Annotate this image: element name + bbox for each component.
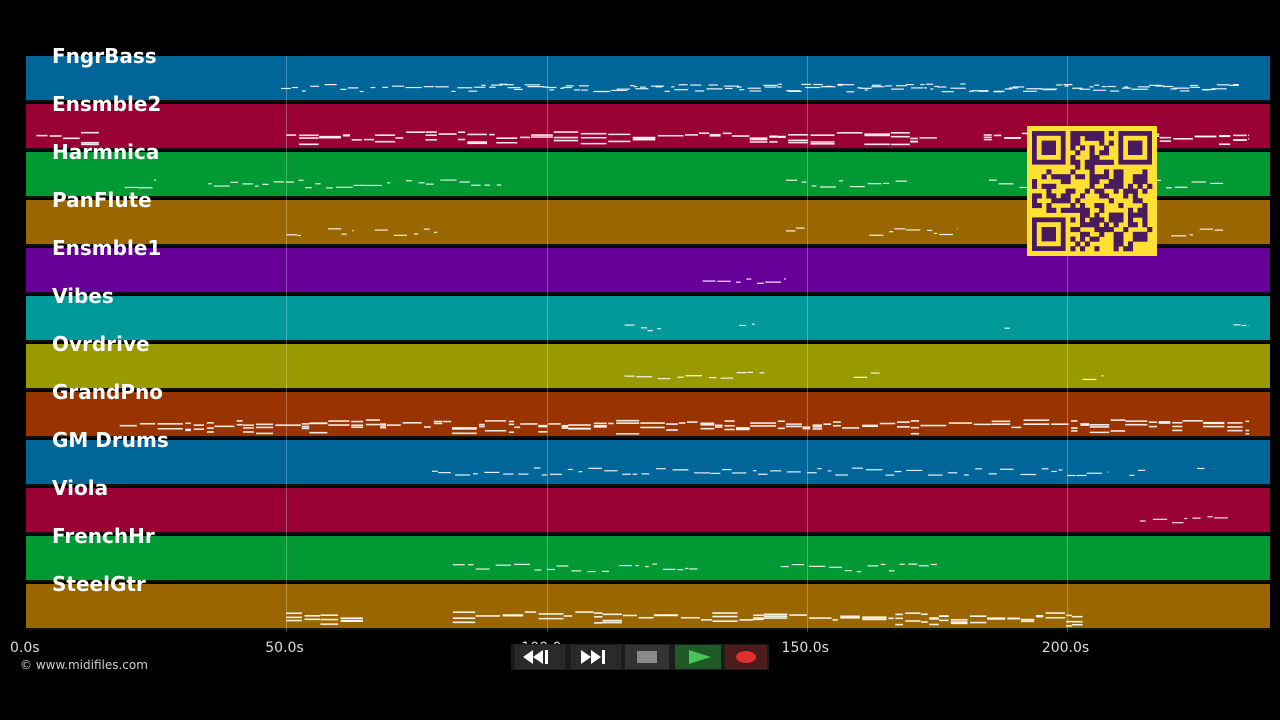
track-label: Ensmble1 — [52, 236, 162, 260]
stop-icon — [637, 651, 657, 663]
qr-code — [1027, 126, 1157, 256]
rewind-button[interactable] — [515, 645, 565, 669]
track-label: GrandPno — [52, 380, 163, 404]
track-lane — [26, 584, 1270, 630]
track-lane — [26, 392, 1270, 438]
gridline — [286, 56, 288, 632]
record-button[interactable] — [725, 645, 767, 669]
copyright-text: © www.midifiles.com — [20, 658, 148, 672]
transport-controls — [511, 644, 769, 670]
time-tick-label: 50.0s — [265, 640, 304, 656]
track-label: Ovrdrive — [52, 332, 150, 356]
track-label: Harmnica — [52, 140, 160, 164]
track-label: FngrBass — [52, 44, 157, 68]
track-lane — [26, 536, 1270, 582]
track-lane — [26, 488, 1270, 534]
track-label: GM Drums — [52, 428, 169, 452]
gridline — [806, 56, 808, 632]
record-icon — [736, 651, 756, 663]
track-lane — [26, 56, 1270, 102]
track-label: Ensmble2 — [52, 92, 162, 116]
track-label: Vibes — [52, 284, 114, 308]
track-label: Viola — [52, 476, 109, 500]
time-tick-label: 200.0s — [1041, 640, 1090, 656]
fast-forward-icon — [581, 650, 605, 664]
time-tick-label: 0.0s — [10, 640, 40, 656]
play-button[interactable] — [675, 645, 721, 669]
track-lane — [26, 296, 1270, 342]
track-label: FrenchHr — [52, 524, 155, 548]
gridline — [1067, 56, 1068, 632]
time-tick-label: 150.0s — [781, 640, 829, 656]
rewind-icon — [523, 650, 548, 664]
gridline — [546, 56, 548, 632]
track-lane — [26, 344, 1270, 390]
fast-forward-button[interactable] — [571, 645, 621, 669]
play-icon — [689, 650, 711, 664]
track-label: PanFlute — [52, 188, 152, 212]
track-label: SteelGtr — [52, 572, 146, 596]
stop-button[interactable] — [625, 645, 669, 669]
track-lane — [26, 440, 1270, 486]
